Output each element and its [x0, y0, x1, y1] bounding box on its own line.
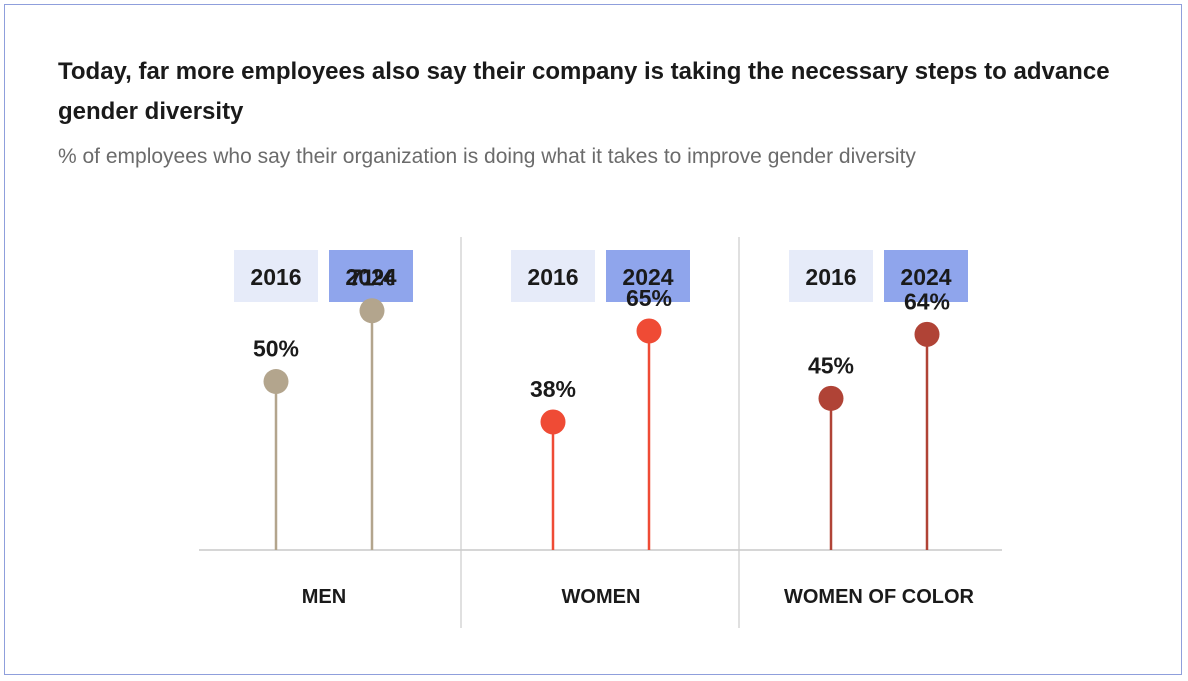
category-label-men: MEN: [302, 586, 346, 608]
point-women-2016: [540, 409, 566, 435]
legend-label-2016-men: 2016: [250, 264, 301, 290]
data-label-men-2016: 50%: [253, 336, 299, 362]
data-label-women-2024: 65%: [626, 285, 672, 311]
point-men-2016: [263, 369, 289, 394]
legend-swatch-2024-women-of-color: [884, 250, 968, 302]
category-label-women: WOMEN: [562, 586, 641, 608]
chart-subtitle: % of employees who say their organizatio…: [58, 145, 916, 168]
chart-frame: [4, 4, 1182, 675]
data-label-men-2024: 71%: [349, 265, 395, 291]
legend-swatch-2016-men: [234, 250, 318, 302]
legend-label-2016-women-of-color: 2016: [805, 264, 856, 290]
legend-swatch-2016-women: [511, 250, 595, 302]
point-women-of-color-2016: [818, 385, 844, 411]
data-label-women-of-color-2016: 45%: [808, 352, 854, 378]
point-men-2024: [359, 298, 385, 324]
legend-swatch-2024-women: [606, 250, 690, 302]
legend-swatch-2024-men: [329, 250, 413, 302]
legend-label-2024-women: 2024: [622, 264, 673, 290]
category-label-women-of-color: WOMEN OF COLOR: [784, 586, 975, 608]
data-label-women-of-color-2024: 64%: [904, 288, 950, 314]
chart-title: Today, far more employees also say their…: [58, 58, 1110, 125]
legend-swatch-2016-women-of-color: [789, 250, 873, 302]
legend-label-2024-women-of-color: 2024: [900, 264, 951, 290]
point-women-2024: [636, 318, 662, 344]
data-label-women-2016: 38%: [530, 376, 576, 402]
point-women-of-color-2024: [914, 321, 940, 347]
legend-label-2024-men: 2024: [345, 264, 396, 290]
legend-label-2016-women: 2016: [527, 264, 578, 290]
